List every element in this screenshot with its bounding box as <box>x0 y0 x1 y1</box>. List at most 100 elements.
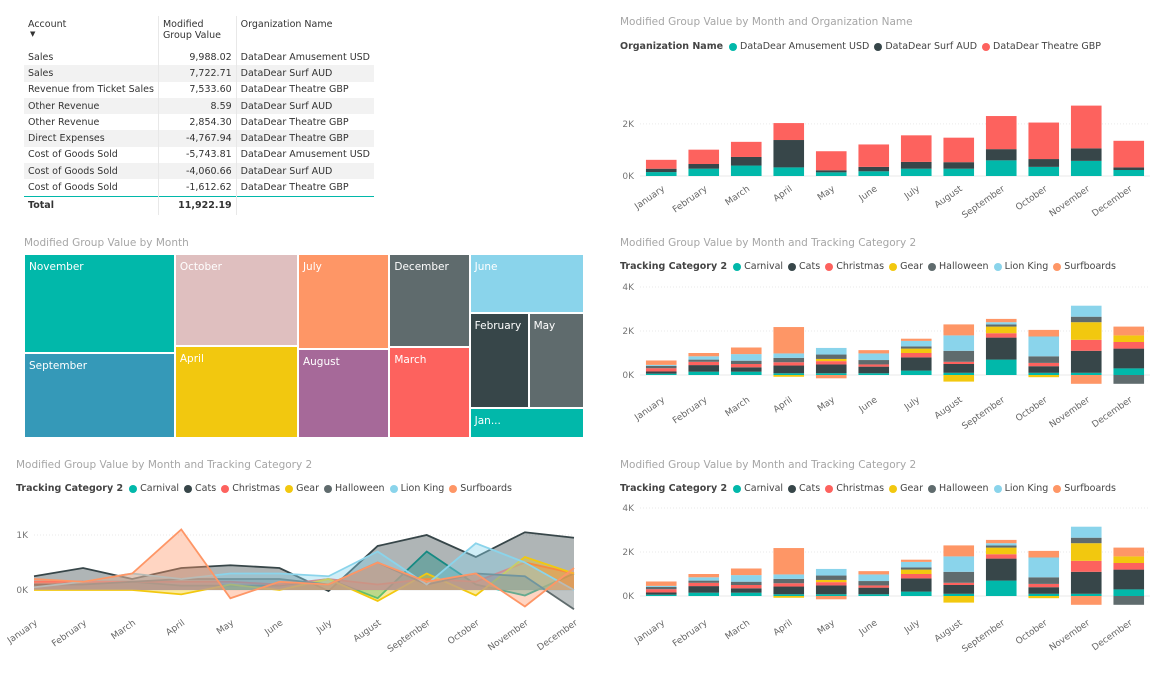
bar-segment[interactable] <box>943 168 975 176</box>
bar-segment[interactable] <box>773 373 805 375</box>
bar-segment[interactable] <box>1028 577 1060 584</box>
series-line[interactable] <box>33 528 575 608</box>
bar-segment[interactable] <box>1113 170 1145 176</box>
bar-segment[interactable] <box>900 353 932 358</box>
bar-segment[interactable] <box>858 571 890 575</box>
bar-segment[interactable] <box>943 361 975 364</box>
bar-segment[interactable] <box>1028 356 1060 363</box>
legend-item[interactable]: Surfboards <box>449 483 512 494</box>
bar-segment[interactable] <box>773 578 805 584</box>
bar-segment[interactable] <box>900 561 932 568</box>
table-row[interactable]: Revenue from Ticket Sales 7,533.60 DataDea… <box>24 81 374 98</box>
bar-segment[interactable] <box>1028 372 1060 375</box>
sort-descending-icon[interactable]: ▼ <box>30 30 36 38</box>
treemap-tile[interactable]: February <box>469 312 529 408</box>
legend-item[interactable]: Surfboards <box>1053 261 1116 272</box>
bar-segment[interactable] <box>900 357 932 371</box>
bar-segment[interactable] <box>985 547 1017 555</box>
bar-segment[interactable] <box>773 586 805 595</box>
bar-segment[interactable] <box>730 156 762 166</box>
bar-segment[interactable] <box>688 582 720 587</box>
bar-segment[interactable] <box>1113 167 1145 171</box>
legend-item[interactable]: Cats <box>788 483 820 494</box>
treemap-tile[interactable]: October <box>174 254 298 347</box>
bar-segment[interactable] <box>1028 362 1060 367</box>
bar-segment[interactable] <box>900 574 932 579</box>
tracking-area-chart[interactable]: Modified Group Value by Month and Tracki… <box>6 452 591 677</box>
bar-segment[interactable] <box>1070 316 1102 323</box>
legend-item[interactable]: Christmas <box>825 483 884 494</box>
bar-segment[interactable] <box>815 596 847 600</box>
bar-segment[interactable] <box>1070 305 1102 317</box>
bar-segment[interactable] <box>900 578 932 592</box>
bar-segment[interactable] <box>985 160 1017 176</box>
bar-segment[interactable] <box>773 594 805 596</box>
legend-item[interactable]: Gear <box>889 483 923 494</box>
bar-segment[interactable] <box>858 171 890 176</box>
legend-item[interactable]: Cats <box>184 483 216 494</box>
bar-segment[interactable] <box>1070 537 1102 544</box>
bar-segment[interactable] <box>943 375 975 382</box>
column-header-account[interactable]: Account ▼ <box>24 16 159 49</box>
bar-segment[interactable] <box>1113 368 1145 375</box>
bar-segment[interactable] <box>900 338 932 341</box>
bar-segment[interactable] <box>985 322 1017 325</box>
bar-segment[interactable] <box>815 568 847 576</box>
legend-item[interactable]: Lion King <box>389 483 444 494</box>
bar-segment[interactable] <box>943 596 975 603</box>
bar-segment[interactable] <box>773 548 805 575</box>
bar-segment[interactable] <box>645 371 677 374</box>
treemap-tile[interactable]: September <box>24 353 175 438</box>
bar-segment[interactable] <box>985 558 1017 581</box>
bar-segment[interactable] <box>1028 336 1060 357</box>
bar-segment[interactable] <box>1113 140 1145 168</box>
bar-segment[interactable] <box>943 350 975 362</box>
bar-segment[interactable] <box>730 585 762 589</box>
bar-segment[interactable] <box>943 364 975 373</box>
legend-item[interactable]: Surfboards <box>1053 483 1116 494</box>
bar-segment[interactable] <box>1070 322 1102 340</box>
bar-segment[interactable] <box>1113 326 1145 336</box>
bar-segment[interactable] <box>773 140 805 168</box>
bar-segment[interactable] <box>1028 366 1060 373</box>
bar-segment[interactable] <box>1113 348 1145 369</box>
treemap-tile[interactable]: June <box>469 254 584 313</box>
bar-segment[interactable] <box>730 347 762 355</box>
bar-segment[interactable] <box>985 149 1017 161</box>
bar-segment[interactable] <box>943 162 975 169</box>
bar-segment[interactable] <box>645 368 677 372</box>
legend-item[interactable]: Gear <box>889 261 923 272</box>
bar-segment[interactable] <box>985 539 1017 544</box>
bar-segment[interactable] <box>815 375 847 379</box>
treemap-tile[interactable]: December <box>389 254 470 348</box>
bar-segment[interactable] <box>645 373 677 375</box>
column-header-organization[interactable]: Organization Name <box>240 19 333 30</box>
legend-item[interactable]: Halloween <box>928 483 989 494</box>
bar-segment[interactable] <box>900 168 932 176</box>
tracking-bar-chart-2[interactable]: Modified Group Value by Month and Tracki… <box>610 452 1160 677</box>
account-table[interactable]: Account ▼ Modified Group Value Organizati… <box>24 16 374 215</box>
bar-segment[interactable] <box>730 588 762 593</box>
legend-item[interactable]: Cats <box>788 261 820 272</box>
bar-segment[interactable] <box>985 545 1017 548</box>
bar-segment[interactable] <box>1028 122 1060 160</box>
bar-segment[interactable] <box>1070 571 1102 594</box>
bar-segment[interactable] <box>900 161 932 169</box>
bar-segment[interactable] <box>815 172 847 176</box>
bar-segment[interactable] <box>645 592 677 595</box>
column-header-value[interactable]: Modified Group Value <box>158 16 237 49</box>
legend-item[interactable]: Carnival <box>733 483 783 494</box>
bar-segment[interactable] <box>1028 557 1060 578</box>
legend-item[interactable]: Carnival <box>129 483 179 494</box>
bar-segment[interactable] <box>688 371 720 375</box>
bar-segment[interactable] <box>773 596 805 598</box>
bar-segment[interactable] <box>1070 596 1102 605</box>
table-row[interactable]: Sales 7,722.71 DataDear Surf AUD <box>24 65 374 82</box>
bar-segment[interactable] <box>858 574 890 582</box>
legend-item[interactable]: Gear <box>285 483 319 494</box>
bar-segment[interactable] <box>1113 596 1145 605</box>
bar-segment[interactable] <box>1028 329 1060 337</box>
bar-segment[interactable] <box>943 582 975 585</box>
bar-segment[interactable] <box>900 591 932 596</box>
bar-segment[interactable] <box>1113 589 1145 596</box>
